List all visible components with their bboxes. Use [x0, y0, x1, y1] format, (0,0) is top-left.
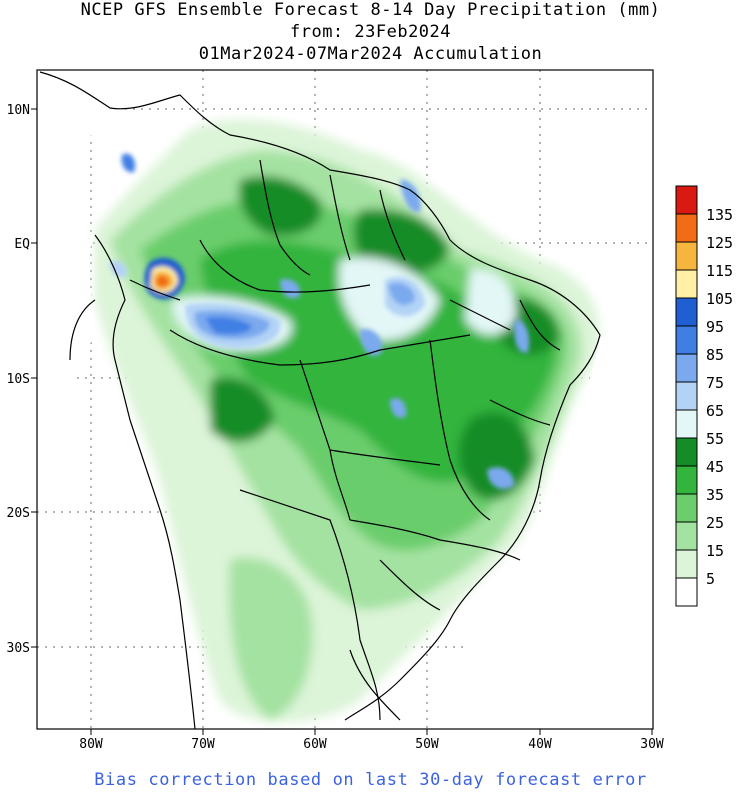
legend-label-15: 15 — [706, 542, 725, 560]
plot-frame — [36, 69, 654, 730]
legend-label-85: 85 — [706, 346, 725, 364]
legend-swatch — [675, 325, 698, 355]
legend-label-5: 5 — [706, 570, 716, 588]
legend-swatch — [675, 549, 698, 579]
lon-label-80w: 80W — [79, 737, 103, 752]
legend-swatch — [675, 269, 698, 299]
legend-swatch — [675, 465, 698, 495]
legend-label-105: 105 — [706, 290, 734, 308]
legend-label-45: 45 — [706, 458, 725, 476]
legend-label-135: 135 — [706, 206, 734, 224]
accumulation-period: 01Mar2024-07Mar2024 Accumulation — [198, 44, 543, 64]
lat-label-eq: EQ — [14, 237, 30, 252]
lon-label-50w: 50W — [415, 737, 439, 752]
lon-label-70w: 70W — [191, 737, 215, 752]
legend-label-65: 65 — [706, 402, 725, 420]
lat-label-10n: 10N — [7, 103, 30, 118]
political-boundaries — [39, 71, 601, 729]
legend-label-25: 25 — [706, 514, 725, 532]
lat-label-20s: 20S — [7, 506, 30, 521]
forecast-init-date: from: 23Feb2024 — [289, 22, 452, 42]
legend-swatch — [675, 493, 698, 523]
legend-swatch — [675, 213, 698, 243]
lat-label-10s: 10S — [7, 372, 30, 387]
lat-label-30s: 30S — [7, 641, 30, 656]
longitude-axis: 80W 70W 60W 50W 40W 30W — [79, 729, 664, 752]
legend-swatch — [675, 353, 698, 383]
legend-swatch — [675, 521, 698, 551]
bias-correction-note: Bias correction based on last 30-day for… — [94, 770, 647, 790]
lon-label-40w: 40W — [528, 737, 552, 752]
legend-label-115: 115 — [706, 262, 734, 280]
latitude-axis: 10N EQ 10S 20S 30S — [7, 103, 37, 656]
legend-label-75: 75 — [706, 374, 725, 392]
precip-shading — [95, 119, 600, 722]
legend-swatch — [675, 241, 698, 271]
precip-color-legend — [675, 185, 698, 607]
legend-label-125: 125 — [706, 234, 734, 252]
legend-label-95: 95 — [706, 318, 725, 336]
legend-swatch — [675, 297, 698, 327]
legend-swatch — [675, 381, 698, 411]
legend-swatch — [675, 577, 698, 607]
legend-swatch — [675, 437, 698, 467]
legend-swatch — [675, 185, 698, 215]
legend-label-55: 55 — [706, 430, 725, 448]
map-title: NCEP GFS Ensemble Forecast 8-14 Day Prec… — [80, 0, 661, 20]
legend-swatch — [675, 409, 698, 439]
lon-label-60w: 60W — [303, 737, 327, 752]
legend-label-35: 35 — [706, 486, 725, 504]
lon-label-30w: 30W — [640, 737, 664, 752]
